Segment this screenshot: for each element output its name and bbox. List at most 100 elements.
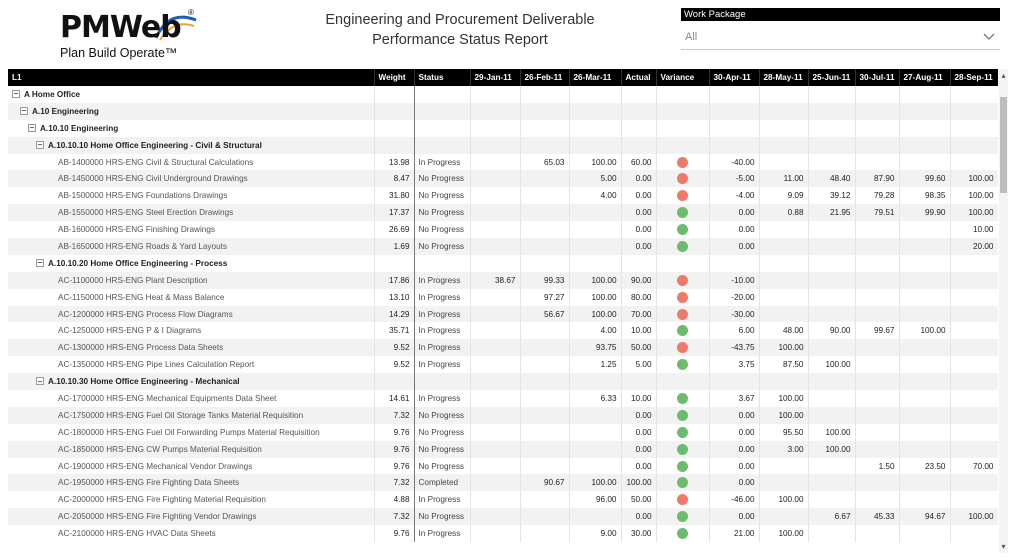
empty-cell: [621, 373, 657, 391]
may-cell: [808, 238, 856, 255]
table-row[interactable]: AC-1350000 HRS-ENG Pipe Lines Calculatio…: [8, 356, 998, 374]
table-row[interactable]: AB-1550000 HRS-ENG Steel Erection Drawin…: [8, 204, 998, 222]
apr-cell: [759, 271, 809, 289]
status-indicator-cell: [656, 170, 710, 188]
variance-column-header[interactable]: Variance: [656, 69, 710, 86]
status-indicator-cell: [656, 288, 710, 306]
table-row[interactable]: AB-1650000 HRS-ENG Roads & Yard Layouts 1…: [8, 238, 998, 255]
group-row[interactable]: A.10.10.10 Home Office Engineering - Civ…: [8, 136, 998, 154]
status-indicator-cell: [656, 221, 710, 239]
table-row[interactable]: AC-1300000 HRS-ENG Process Data Sheets 9.…: [8, 339, 998, 357]
group-row[interactable]: A.10.10.30 Home Office Engineering - Mec…: [8, 373, 998, 391]
group-row[interactable]: A.10.10.20 Home Office Engineering - Pro…: [8, 254, 998, 272]
jan-cell: [470, 204, 521, 222]
empty-cell: [759, 119, 809, 137]
report-title-line2: Performance Status Report: [372, 32, 548, 48]
table-row[interactable]: AC-2050000 HRS-ENG Fire Fighting Vendor …: [8, 508, 998, 526]
mar-column-header[interactable]: 26-Mar-11: [569, 69, 622, 86]
table-row[interactable]: AB-1450000 HRS-ENG Civil Underground Dra…: [8, 170, 998, 188]
work-package-dropdown[interactable]: All: [681, 24, 1000, 50]
group-label: A.10.10.20 Home Office Engineering - Pro…: [48, 258, 228, 268]
may-cell: [808, 305, 856, 323]
apr-column-header[interactable]: 30-Apr-11: [709, 69, 760, 86]
table-row[interactable]: AB-1400000 HRS-ENG Civil & Structural Ca…: [8, 153, 998, 171]
table-row[interactable]: AB-1600000 HRS-ENG Finishing Drawings 26.…: [8, 221, 998, 239]
jul-cell: [899, 525, 951, 543]
vertical-scrollbar[interactable]: ▴ ▾: [999, 69, 1008, 553]
variance-cell: 0.00: [709, 508, 760, 526]
green-status-dot-icon: [677, 511, 688, 523]
table-row[interactable]: AC-1250000 HRS-ENG P & I Diagrams 35.71 In…: [8, 322, 998, 340]
collapse-toggle-icon[interactable]: [36, 377, 44, 386]
table-row[interactable]: AC-2000000 HRS-ENG Fire Fighting Materia…: [8, 491, 998, 509]
status-cell: In Progress: [414, 525, 471, 543]
actual-column-header[interactable]: Actual: [621, 69, 657, 86]
status-indicator-cell: [656, 187, 710, 205]
group-row[interactable]: A.10 Engineering: [8, 102, 998, 120]
empty-cell: [374, 119, 415, 137]
may-column-header[interactable]: 28-May-11: [759, 69, 809, 86]
feb-column-header[interactable]: 26-Feb-11: [520, 69, 570, 86]
jul-cell: [899, 356, 951, 374]
actual-cell: 0.00: [621, 221, 657, 239]
jan-cell: [470, 457, 521, 475]
variance-cell: -20.00: [709, 288, 760, 306]
status-cell: In Progress: [414, 356, 471, 374]
red-status-dot-icon: [677, 156, 688, 168]
apr-cell: [759, 474, 809, 492]
table-row[interactable]: AC-1200000 HRS-ENG Process Flow Diagrams…: [8, 305, 998, 323]
scroll-down-icon[interactable]: ▾: [1001, 542, 1006, 551]
aug-column-header[interactable]: 27-Aug-11: [899, 69, 951, 86]
jul-column-header[interactable]: 30-Jul-11: [855, 69, 900, 86]
jun-cell: [855, 390, 900, 407]
sep-column-header[interactable]: 28-Sep-11: [950, 69, 998, 86]
jan-column-header[interactable]: 29-Jan-11: [470, 69, 521, 86]
deliverable-label: AC-1150000 HRS-ENG Heat & Mass Balance: [8, 288, 375, 306]
aug-cell: [950, 525, 998, 543]
mar-cell: 100.00: [569, 305, 622, 323]
group-row[interactable]: A Home Office: [8, 86, 998, 103]
table-row[interactable]: AC-1150000 HRS-ENG Heat & Mass Balance 13…: [8, 288, 998, 306]
table-row[interactable]: AC-1950000 HRS-ENG Fire Fighting Data Sh…: [8, 474, 998, 492]
collapse-toggle-icon[interactable]: [36, 140, 44, 149]
level-column-header[interactable]: L1: [8, 69, 375, 86]
weight-cell: 9.76: [374, 457, 415, 475]
deliverable-label: AC-2000000 HRS-ENG Fire Fighting Materia…: [8, 491, 375, 509]
table-row[interactable]: AC-2100000 HRS-ENG HVAC Data Sheets 9.76 I…: [8, 525, 998, 543]
collapse-toggle-icon[interactable]: [28, 123, 36, 132]
aug-cell: [950, 322, 998, 340]
empty-cell: [855, 86, 900, 103]
collapse-toggle-icon[interactable]: [12, 89, 20, 98]
status-column-header[interactable]: Status: [414, 69, 471, 86]
status-cell: In Progress: [414, 153, 471, 171]
collapse-toggle-icon[interactable]: [20, 106, 28, 115]
registered-mark: ®: [188, 8, 194, 17]
deliverable-label: AB-1600000 HRS-ENG Finishing Drawings: [8, 221, 375, 239]
table-row[interactable]: AC-1750000 HRS-ENG Fuel Oil Storage Tank…: [8, 406, 998, 424]
scrollbar-thumb[interactable]: [1000, 97, 1007, 193]
scroll-up-icon[interactable]: ▴: [1001, 71, 1006, 80]
table-row[interactable]: AC-1700000 HRS-ENG Mechanical Equipments…: [8, 390, 998, 407]
jan-cell: [470, 508, 521, 526]
table-row[interactable]: AC-1900000 HRS-ENG Mechanical Vendor Dra…: [8, 457, 998, 475]
jun-cell: [855, 474, 900, 492]
mar-cell: 4.00: [569, 322, 622, 340]
status-cell: No Progress: [414, 457, 471, 475]
table-row[interactable]: AC-1100000 HRS-ENG Plant Description 17.8…: [8, 271, 998, 289]
may-cell: 100.00: [808, 423, 856, 441]
status-cell: No Progress: [414, 423, 471, 441]
collapse-toggle-icon[interactable]: [36, 258, 44, 267]
empty-cell: [621, 119, 657, 137]
group-row[interactable]: A.10.10 Engineering: [8, 119, 998, 137]
actual-cell: 100.00: [621, 474, 657, 492]
variance-cell: 0.00: [709, 221, 760, 239]
empty-cell: [808, 254, 856, 272]
weight-column-header[interactable]: Weight: [374, 69, 415, 86]
jun-column-header[interactable]: 25-Jun-11: [808, 69, 856, 86]
table-row[interactable]: AC-1800000 HRS-ENG Fuel Oil Forwarding P…: [8, 423, 998, 441]
table-row[interactable]: AB-1500000 HRS-ENG Foundations Drawings 3…: [8, 187, 998, 205]
jul-cell: 23.50: [899, 457, 951, 475]
feb-cell: [520, 221, 570, 239]
table-row[interactable]: AC-1850000 HRS-ENG CW Pumps Material Req…: [8, 440, 998, 458]
may-cell: 100.00: [808, 440, 856, 458]
